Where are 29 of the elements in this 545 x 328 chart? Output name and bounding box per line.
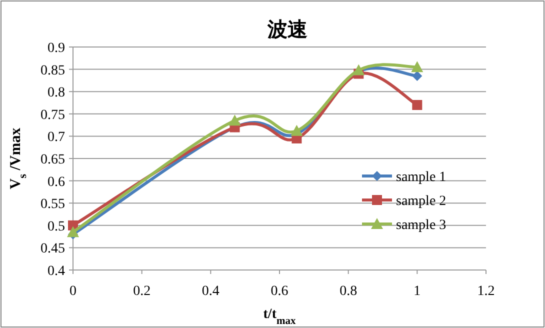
x-tick-label: 0.2	[133, 284, 151, 299]
y-tick-label: 0.7	[48, 130, 65, 146]
y-tick-label: 0.8	[48, 86, 65, 101]
x-axis-title: t/t$_{max}$	[263, 307, 296, 326]
point	[228, 114, 241, 126]
point	[352, 64, 365, 76]
y-tick-label: 0.9	[48, 41, 65, 56]
x-tick-label: 0.8	[340, 284, 358, 299]
y-tick-label: 0.75	[40, 108, 65, 123]
legend-label: sample 1	[396, 170, 446, 185]
point	[412, 70, 422, 81]
y-tick-label: 0.85	[40, 63, 65, 78]
chart-title: 波速	[266, 19, 308, 41]
legend-label: sample 2	[396, 194, 446, 209]
x-tick-label: 0.4	[202, 284, 220, 299]
y-tick-label: 0.65	[40, 152, 65, 168]
y-tick-label: 0.5	[48, 219, 65, 234]
x-tick-label: 0.6	[270, 284, 288, 299]
y-tick-label: 0.55	[40, 197, 65, 212]
y-tick-label: 0.4	[48, 264, 65, 279]
x-tick-label: 1	[414, 284, 421, 299]
point	[412, 100, 422, 110]
y-tick-label: 0.6	[48, 174, 65, 190]
x-tick-label: 1.2	[477, 284, 495, 299]
x-tick-label: 0	[70, 284, 76, 299]
point	[290, 124, 303, 136]
y-tick-label: 0.45	[40, 242, 65, 257]
point	[411, 61, 424, 72]
legend-label: sample 3	[396, 218, 446, 233]
